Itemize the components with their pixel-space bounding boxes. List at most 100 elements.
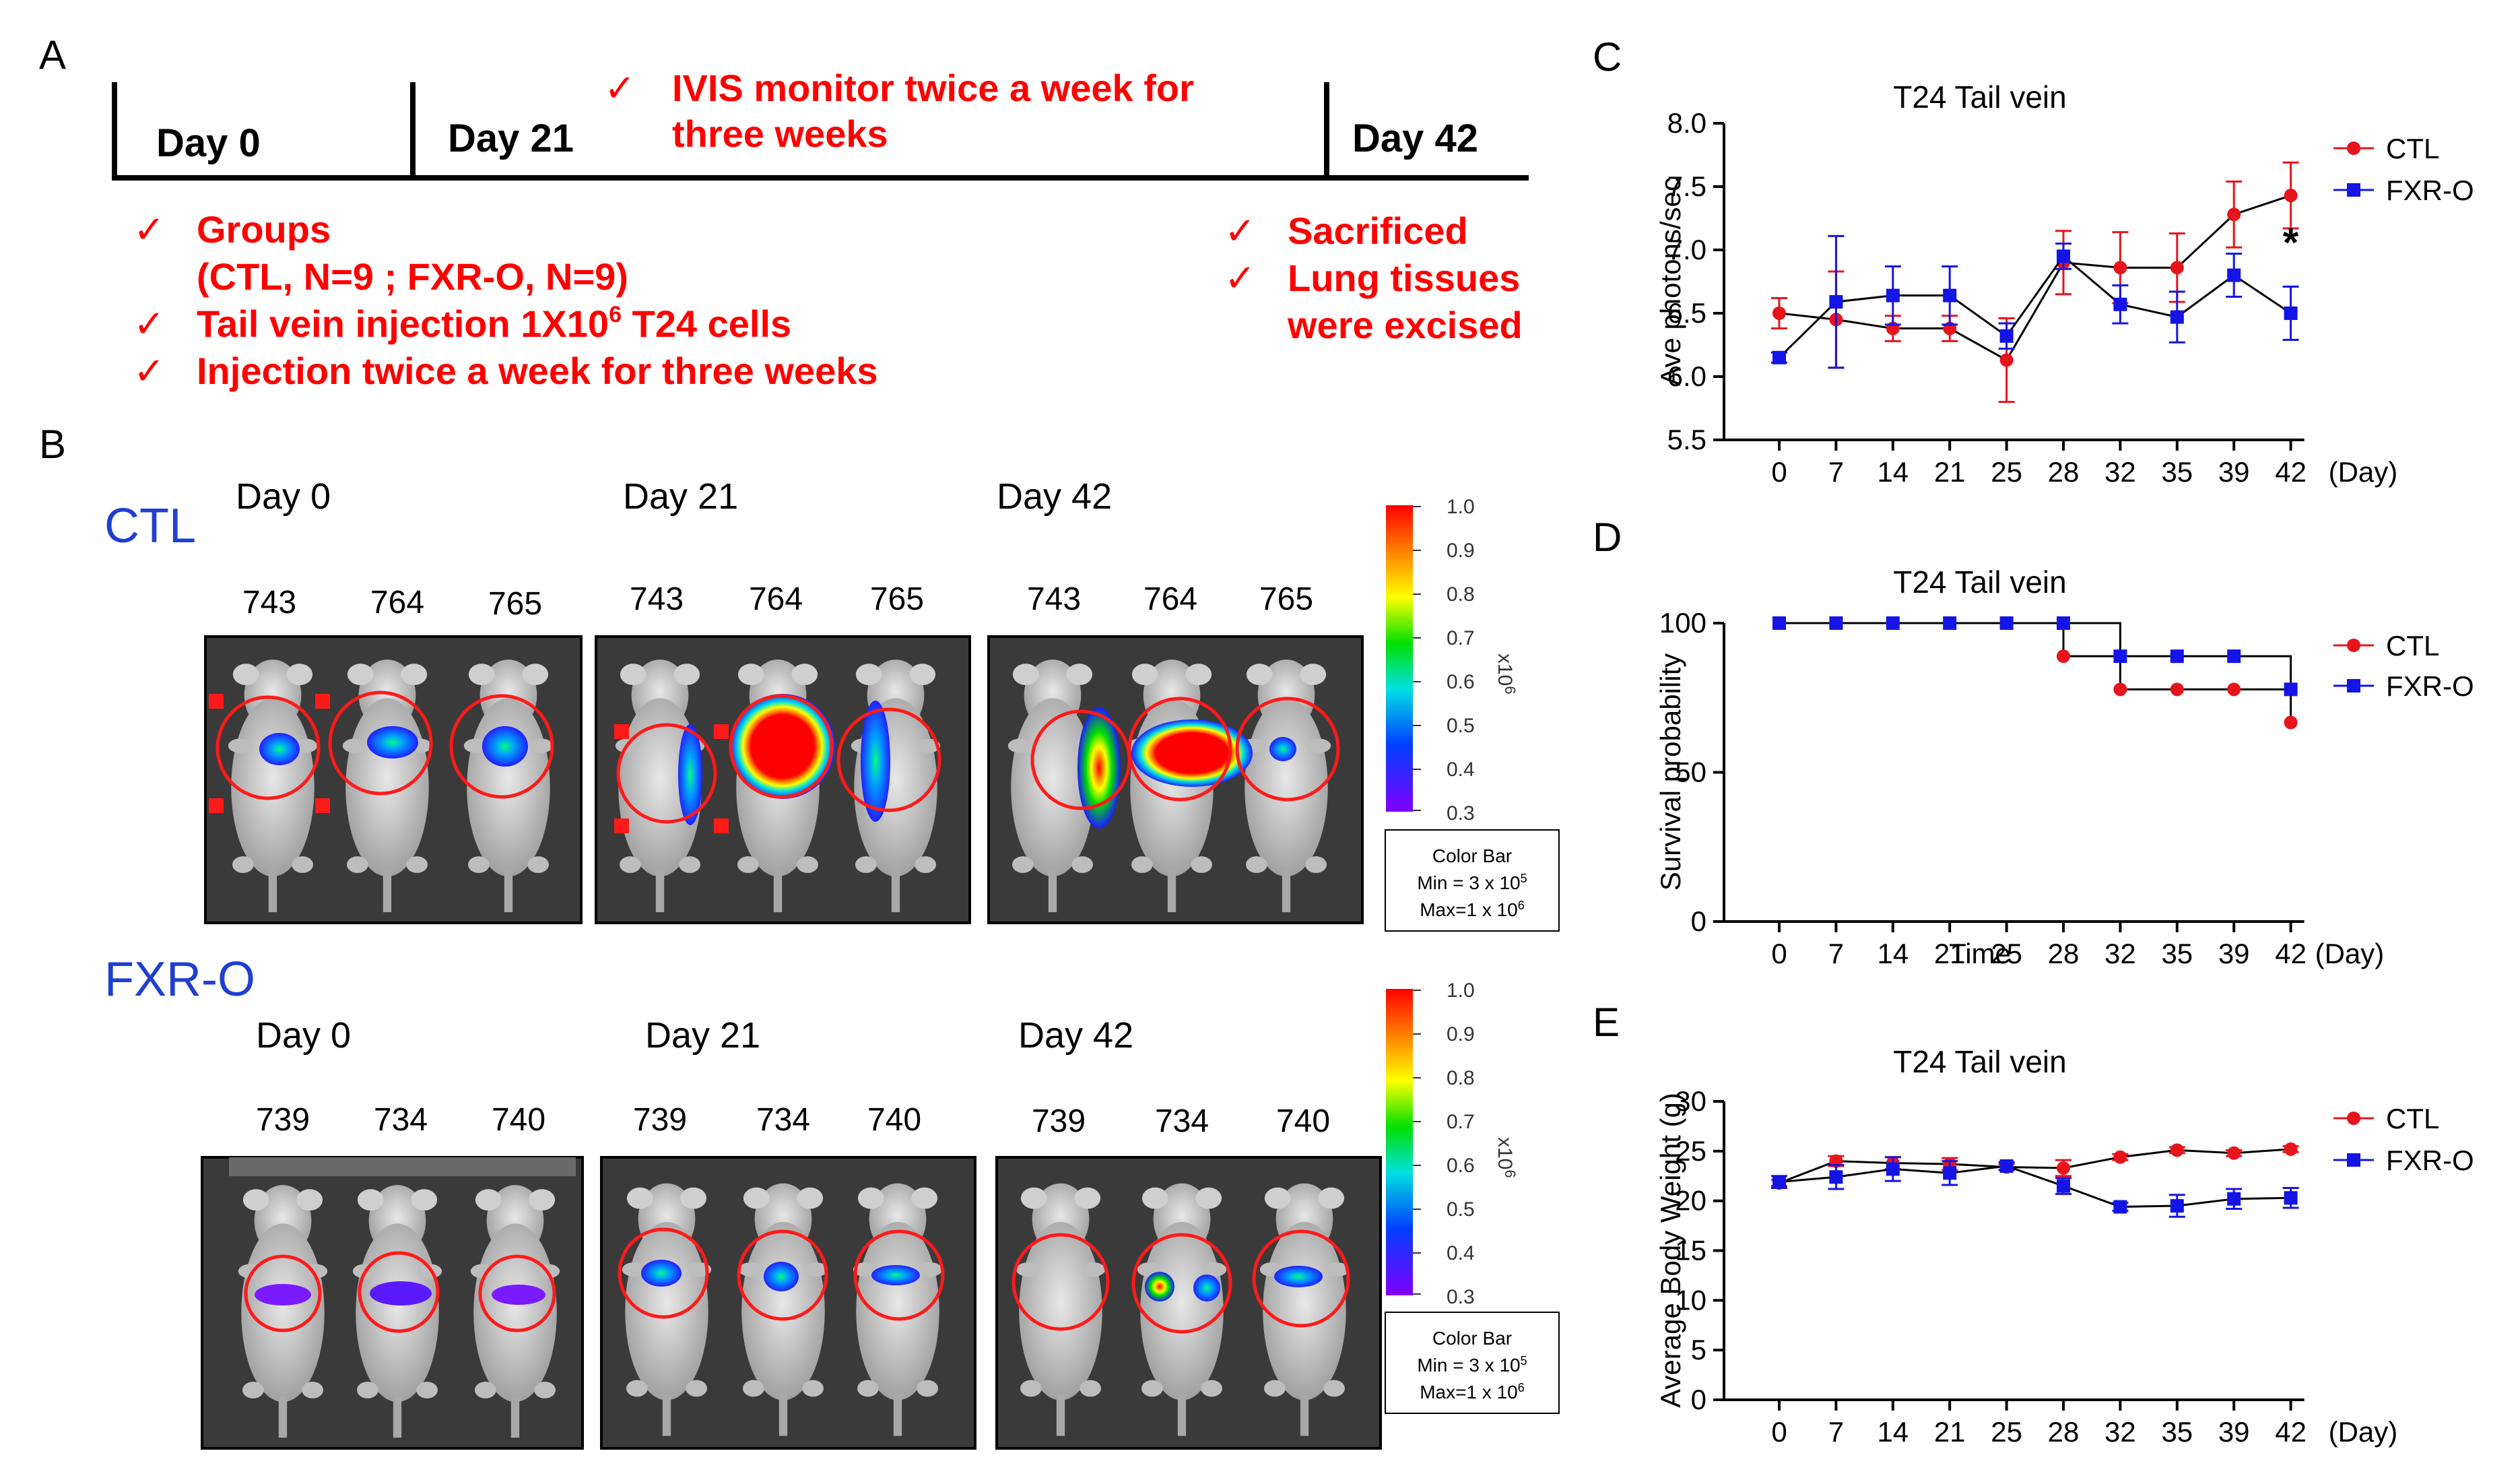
legend-marker-ctl [2347,639,2360,652]
data-point-fxr [2284,682,2298,697]
y-axis-label: Survival probability [1655,653,1686,891]
group-label-fxr: FXR-O [104,953,255,1006]
y-axis-label: Ave photons/sec [1655,177,1686,386]
series-line-ctl [1779,194,2292,362]
panel-label-c: C [1593,34,1622,79]
data-point-ctl [2170,682,2184,697]
mouse-id: 743 [630,581,684,617]
chart-d-survival: T24 Tail vein 0 50 100 0 7 14 21 25 28 32 35 39 42 (Da… [1655,565,2474,969]
y-tick-label: 6.5 [1667,297,1706,329]
timeline-axis [112,82,1529,181]
data-point-fxr [1772,1175,1786,1189]
fxr-day0-label: Day 0 [256,1015,351,1056]
y-tick-label: 7.5 [1667,170,1706,202]
lung-line2: were excised [1287,304,1523,346]
data-point-fxr [2284,1191,2298,1205]
x-tick-label: 32 [2104,1416,2136,1448]
ivis-image-fxr-day42 [995,1156,1382,1450]
timeline-day21: Day 21 [448,117,574,160]
data-point-ctl [2284,1142,2298,1156]
mouse-id: 739 [256,1102,310,1138]
x-tick-label: 21 [1934,456,1966,488]
data-point-fxr [1886,616,1900,630]
x-tick-label: 42 [2275,1416,2307,1448]
data-point-fxr [2227,1192,2241,1206]
legend-marker-fxr [2347,679,2360,692]
x-tick-label: 39 [2218,456,2250,488]
sacrificed-text: Sacrificed [1288,210,1468,252]
ivis-image-fxr-day21 [600,1156,976,1450]
data-point-ctl [2057,1161,2070,1175]
data-point-fxr [2113,649,2127,664]
y-tick-label: 100 [1659,607,1706,639]
colorbar-tick: 1.0 [1447,979,1475,1002]
x-tick-label: 39 [2218,1416,2250,1448]
colorbar-max: Max=1 x 106 [1420,1381,1525,1403]
data-point-fxr [1886,1162,1900,1176]
x-tick-label: 35 [2161,938,2193,969]
data-point-ctl [2057,649,2070,664]
x-tick-label: 0 [1771,456,1787,488]
x-tick-label: 0 [1771,938,1787,969]
data-point-ctl [2113,261,2127,275]
y-tick-label: 7.0 [1667,234,1706,265]
x-tick-label: 14 [1877,1416,1909,1448]
data-point-fxr [1999,616,2014,630]
mouse-id: 734 [1155,1103,1209,1139]
colorbar-tick: 0.8 [1447,1067,1475,1089]
x-tick-label: 28 [2048,1416,2080,1448]
colorbar-tick: 1.0 [1447,496,1475,518]
timeline-day42: Day 42 [1352,117,1478,160]
y-tick-label: 0 [1691,1384,1706,1415]
lung-line1: Lung tissues [1288,257,1520,299]
significance-marker: * [2283,220,2299,265]
x-tick-label: 7 [1828,938,1844,969]
check-icon: ✓ [133,302,165,345]
data-point-fxr [2057,1179,2070,1193]
mouse-id: 765 [488,586,542,622]
data-point-fxr [2170,1199,2184,1213]
data-point-ctl [2284,189,2298,203]
data-point-fxr [2227,649,2241,664]
x-unit-label: (Day) [2329,1416,2398,1448]
data-point-ctl [1772,307,1786,320]
colorbar-max: Max=1 x 106 [1420,899,1525,920]
data-point-ctl [2170,261,2184,275]
data-point-fxr [2170,649,2184,664]
data-point-ctl [2113,1150,2127,1164]
x-tick-label: 35 [2161,456,2193,488]
groups-line2: (CTL, N=9 ; FXR-O, N=9) [197,255,628,298]
panel-label-d: D [1593,515,1622,560]
x-unit-label: (Day) [2315,938,2385,969]
x-tick-label: 7 [1828,456,1844,488]
data-point-fxr [2227,268,2241,282]
data-point-fxr [2057,616,2070,630]
y-tick-label: 25 [1675,1135,1706,1167]
y-tick-label: 10 [1675,1284,1706,1316]
x-tick-label: 0 [1771,1416,1787,1448]
y-tick-label: 6.0 [1667,360,1706,392]
colorbar-min: Min = 3 x 105 [1417,872,1527,893]
legend-marker-ctl [2347,141,2360,155]
x-tick-label: 21 [1934,938,1966,969]
fxr-day42-label: Day 42 [1018,1015,1133,1056]
check-icon: ✓ [1224,210,1256,252]
check-icon: ✓ [604,67,636,109]
colorbar-min: Min = 3 x 105 [1417,1354,1527,1376]
mouse-id: 739 [1032,1103,1086,1139]
data-point-fxr [1943,616,1957,630]
colorbar-tick: 0.7 [1447,1111,1475,1133]
colorbar-unit: x106 [1494,1137,1519,1178]
x-axis-label: Time [1949,938,2011,969]
x-tick-label: 32 [2104,456,2136,488]
x-tick-label: 21 [1934,1416,1966,1448]
y-tick-label: 30 [1675,1085,1706,1117]
x-tick-label: 35 [2161,1416,2193,1448]
data-point-fxr [2113,1200,2127,1214]
mouse-id: 740 [867,1102,921,1138]
data-point-fxr [1943,288,1957,302]
colorbar-tick: 0.4 [1447,759,1475,781]
panel-label-a: A [39,32,66,77]
chart-title: T24 Tail vein [1893,79,2066,115]
data-point-ctl [1999,353,2014,367]
